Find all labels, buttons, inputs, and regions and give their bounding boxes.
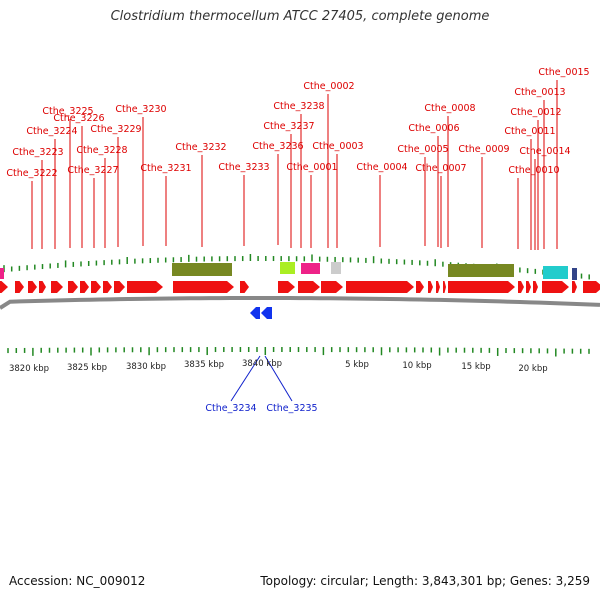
forward-gene-arrow (278, 281, 295, 293)
gene-label-forward: Cthe_3227 (67, 165, 118, 176)
forward-gene-arrow (448, 281, 515, 293)
forward-gene-arrow (28, 281, 37, 293)
gene-label-forward: Cthe_3238 (273, 101, 324, 112)
gene-label-forward: Cthe_0006 (408, 123, 459, 134)
forward-gene-arrow (518, 281, 524, 293)
gene-label-forward: Cthe_3232 (175, 142, 226, 153)
forward-gene-arrow (15, 281, 24, 293)
gene-label-forward: Cthe_0002 (303, 81, 354, 92)
forward-gene-arrow (103, 281, 112, 293)
gene-leader-line (230, 355, 261, 402)
gene-label-forward: Cthe_3223 (12, 147, 63, 158)
scale-label: 3825 kbp (67, 363, 107, 373)
forward-gene-arrow (428, 281, 433, 293)
forward-gene-arrow (80, 281, 89, 293)
gene-label-reverse: Cthe_3235 (266, 403, 317, 414)
gene-label-forward: Cthe_3229 (90, 124, 141, 135)
genome-backbone (0, 295, 600, 310)
feature-block-olive (448, 264, 514, 277)
accession-text: Accession: NC_009012 (9, 574, 146, 588)
gene-label-reverse: Cthe_3234 (205, 403, 256, 414)
forward-gene-arrow (173, 281, 234, 293)
forward-gene-arrow (416, 281, 424, 293)
forward-gene-arrow (321, 281, 343, 293)
forward-gene-arrow (533, 281, 538, 293)
feature-block-lime (280, 262, 295, 274)
forward-gene-arrow (298, 281, 320, 293)
forward-gene-arrow (68, 281, 78, 293)
gene-label-forward: Cthe_0007 (415, 163, 466, 174)
forward-gene-arrow (443, 281, 446, 293)
scale-label: 3820 kbp (9, 364, 49, 374)
gene-label-forward: Cthe_0015 (538, 67, 589, 78)
forward-gene-arrow (526, 281, 531, 293)
forward-gene-arrow (346, 281, 414, 293)
forward-gene-arrow (583, 281, 600, 293)
reverse-gene-arrow (250, 307, 260, 319)
reverse-gene-arrow (261, 307, 272, 319)
gene-label-forward: Cthe_3228 (76, 145, 127, 156)
gene-label-forward: Cthe_0012 (510, 107, 561, 118)
scale-label: 15 kbp (461, 362, 490, 372)
gene-label-forward: Cthe_0004 (356, 162, 407, 173)
genome-stats-text: Topology: circular; Length: 3,843,301 bp… (260, 574, 590, 588)
map-title: Clostridium thermocellum ATCC 27405, com… (110, 9, 490, 24)
forward-gene-arrow (51, 281, 63, 293)
gene-label-forward: Cthe_0001 (286, 162, 337, 173)
forward-gene-arrow (436, 281, 440, 293)
gene-label-forward: Cthe_3230 (115, 104, 166, 115)
feature-block-magenta (0, 268, 4, 279)
forward-gene-arrow (0, 281, 8, 293)
scale-label: 20 kbp (518, 364, 547, 374)
forward-gene-arrow (572, 281, 577, 293)
scale-label: 3835 kbp (184, 360, 224, 370)
gene-label-forward: Cthe_3226 (53, 113, 104, 124)
gene-label-forward: Cthe_3237 (263, 121, 314, 132)
forward-gene-arrow (91, 281, 101, 293)
forward-gene-arrow (542, 281, 569, 293)
feature-block-cyan (543, 266, 568, 279)
feature-block-gray (331, 262, 341, 274)
forward-gene-arrow (127, 281, 163, 293)
gene-label-forward: Cthe_3225 (42, 106, 93, 117)
gene-label-forward: Cthe_0003 (312, 141, 363, 152)
gene-label-forward: Cthe_0014 (519, 146, 570, 157)
gene-label-forward: Cthe_3236 (252, 141, 303, 152)
gene-label-forward: Cthe_0009 (458, 144, 509, 155)
feature-block-magenta (301, 263, 320, 274)
forward-gene-arrow (114, 281, 125, 293)
gene-label-forward: Cthe_0008 (424, 103, 475, 114)
gene-label-forward: Cthe_3233 (218, 162, 269, 173)
gene-label-forward: Cthe_3224 (26, 126, 77, 137)
gene-label-forward: Cthe_0005 (397, 144, 448, 155)
feature-block-olive (172, 263, 232, 276)
scale-label: 3830 kbp (126, 362, 166, 372)
gene-label-forward: Cthe_3222 (6, 168, 57, 179)
gene-label-forward: Cthe_0010 (508, 165, 559, 176)
gene-leader-line (264, 355, 293, 402)
gene-label-forward: Cthe_0013 (514, 87, 565, 98)
scale-label: 5 kbp (345, 360, 369, 370)
forward-gene-arrow (39, 281, 46, 293)
feature-block-navy (572, 268, 577, 280)
scale-label: 3840 kbp (242, 359, 282, 369)
scale-label: 10 kbp (402, 361, 431, 371)
gene-label-forward: Cthe_0011 (504, 126, 555, 137)
forward-gene-arrow (240, 281, 249, 293)
gene-label-forward: Cthe_3231 (140, 163, 191, 174)
